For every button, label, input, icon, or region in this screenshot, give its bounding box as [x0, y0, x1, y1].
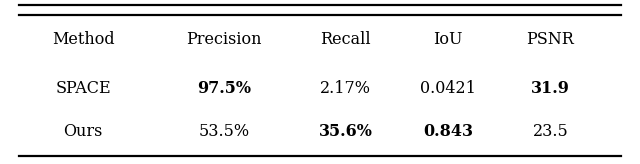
- Text: 31.9: 31.9: [531, 80, 570, 97]
- Text: 53.5%: 53.5%: [198, 123, 250, 140]
- Text: Method: Method: [52, 31, 115, 48]
- Text: SPACE: SPACE: [56, 80, 111, 97]
- Text: 23.5: 23.5: [532, 123, 568, 140]
- Text: Recall: Recall: [320, 31, 371, 48]
- Text: Ours: Ours: [63, 123, 103, 140]
- Text: 0.843: 0.843: [423, 123, 473, 140]
- Text: IoU: IoU: [433, 31, 463, 48]
- Text: PSNR: PSNR: [527, 31, 574, 48]
- Text: Precision: Precision: [186, 31, 262, 48]
- Text: 35.6%: 35.6%: [319, 123, 372, 140]
- Text: 97.5%: 97.5%: [197, 80, 251, 97]
- Text: 0.0421: 0.0421: [420, 80, 476, 97]
- Text: 2.17%: 2.17%: [320, 80, 371, 97]
